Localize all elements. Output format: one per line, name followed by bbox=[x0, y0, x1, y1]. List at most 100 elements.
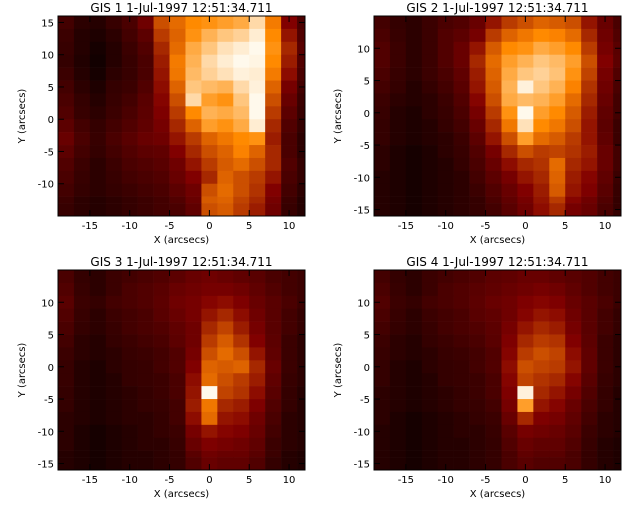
heatmap-cell bbox=[565, 270, 582, 284]
heatmap-cell bbox=[501, 106, 518, 120]
heatmap-cell bbox=[453, 132, 470, 146]
heatmap-cells bbox=[374, 270, 622, 471]
heatmap-cell bbox=[121, 424, 138, 439]
heatmap-cell bbox=[581, 437, 598, 451]
heatmap-cell bbox=[613, 347, 622, 361]
heatmap-cell bbox=[105, 270, 123, 284]
heatmap-cell bbox=[389, 183, 407, 197]
heatmap-cell bbox=[597, 183, 614, 197]
heatmap-cell bbox=[374, 282, 391, 297]
heatmap-cell bbox=[153, 321, 170, 335]
heatmap-cell bbox=[233, 308, 250, 322]
heatmap-cell bbox=[581, 145, 598, 159]
heatmap-cell bbox=[121, 360, 138, 374]
heatmap-cell bbox=[469, 437, 486, 451]
panel-title: GIS 3 1-Jul-1997 12:51:34.711 bbox=[90, 255, 272, 269]
heatmap-cell bbox=[297, 67, 306, 81]
heatmap-cell bbox=[421, 16, 439, 30]
heatmap-cell bbox=[201, 41, 218, 56]
x-tick-label: 5 bbox=[562, 221, 568, 232]
heatmap-cell bbox=[437, 119, 454, 133]
heatmap-cell bbox=[485, 54, 502, 68]
heatmap-cell bbox=[469, 360, 486, 374]
heatmap-cell bbox=[581, 119, 598, 133]
heatmap-cell bbox=[405, 437, 423, 451]
heatmap-cell bbox=[281, 41, 298, 56]
x-tick-label: -15 bbox=[82, 221, 98, 232]
heatmap-cell bbox=[185, 457, 202, 471]
heatmap-cell bbox=[265, 295, 282, 310]
heatmap-cell bbox=[185, 28, 202, 43]
heatmap-cell bbox=[517, 270, 534, 284]
heatmap-cell bbox=[105, 80, 123, 94]
heatmap-cell bbox=[233, 437, 250, 451]
heatmap-cell bbox=[517, 16, 534, 30]
heatmap-cell bbox=[201, 457, 218, 471]
heatmap-cell bbox=[121, 457, 138, 471]
heatmap-cell bbox=[517, 41, 534, 56]
heatmap-cell bbox=[501, 157, 518, 172]
heatmap-cell bbox=[501, 424, 518, 439]
heatmap-cell bbox=[233, 270, 250, 284]
heatmap-cell bbox=[565, 196, 582, 204]
heatmap-cell bbox=[73, 67, 91, 81]
heatmap-cell bbox=[405, 386, 423, 400]
heatmap-cell bbox=[201, 145, 218, 159]
heatmap-cell bbox=[249, 399, 266, 413]
heatmap-cell bbox=[281, 16, 298, 30]
heatmap-cell bbox=[581, 80, 598, 94]
heatmap-cell bbox=[201, 203, 218, 217]
heatmap-cell bbox=[233, 399, 250, 413]
heatmap-cell bbox=[485, 295, 502, 310]
heatmap-cell bbox=[201, 424, 218, 439]
heatmap-cell bbox=[501, 308, 518, 322]
heatmap-cell bbox=[201, 282, 218, 297]
heatmap-cell bbox=[453, 67, 470, 81]
heatmap-cell bbox=[374, 437, 391, 451]
heatmap-cell bbox=[549, 347, 566, 361]
heatmap-cell bbox=[437, 321, 454, 335]
heatmap-cell bbox=[517, 170, 534, 185]
heatmap-cell bbox=[549, 450, 566, 458]
heatmap-cell bbox=[613, 54, 622, 68]
heatmap-cell bbox=[121, 450, 138, 458]
heatmap-cell bbox=[58, 360, 75, 374]
heatmap-cell bbox=[217, 67, 234, 81]
heatmap-cell bbox=[137, 41, 154, 56]
heatmap-cell bbox=[201, 16, 218, 30]
heatmap-cell bbox=[265, 347, 282, 361]
heatmap-cell bbox=[437, 399, 454, 413]
heatmap-cell bbox=[297, 157, 306, 172]
heatmap-cell bbox=[201, 321, 218, 335]
heatmap-cell bbox=[58, 437, 75, 451]
heatmap-cell bbox=[549, 80, 566, 94]
heatmap-cell bbox=[405, 16, 423, 30]
heatmap-cell bbox=[501, 28, 518, 43]
heatmap-cell bbox=[374, 93, 391, 107]
heatmap-cell bbox=[565, 119, 582, 133]
heatmap-cell bbox=[249, 145, 266, 159]
y-tick-label: -5 bbox=[360, 395, 370, 406]
heatmap-cell bbox=[89, 399, 107, 413]
heatmap-cell bbox=[217, 399, 234, 413]
heatmap-cell bbox=[533, 424, 550, 439]
y-tick-label: -15 bbox=[354, 206, 370, 217]
heatmap-cell bbox=[485, 386, 502, 400]
heatmap-cell bbox=[73, 196, 91, 204]
heatmap-cell bbox=[153, 157, 170, 172]
heatmap-cell bbox=[533, 170, 550, 185]
heatmap-cell bbox=[121, 295, 138, 310]
heatmap-cell bbox=[297, 321, 306, 335]
x-tick-label: 0 bbox=[206, 475, 212, 486]
heatmap-cell bbox=[265, 321, 282, 335]
heatmap-cell bbox=[437, 457, 454, 471]
x-axis-label: X (arcsecs) bbox=[470, 489, 526, 500]
heatmap-cell bbox=[421, 437, 439, 451]
heatmap-cell bbox=[597, 54, 614, 68]
heatmap-cell bbox=[613, 437, 622, 451]
heatmap-cell bbox=[374, 308, 391, 322]
heatmap-cell bbox=[374, 196, 391, 204]
heatmap-cell bbox=[549, 386, 566, 400]
heatmap-cell bbox=[389, 334, 407, 348]
heatmap-cell bbox=[549, 308, 566, 322]
